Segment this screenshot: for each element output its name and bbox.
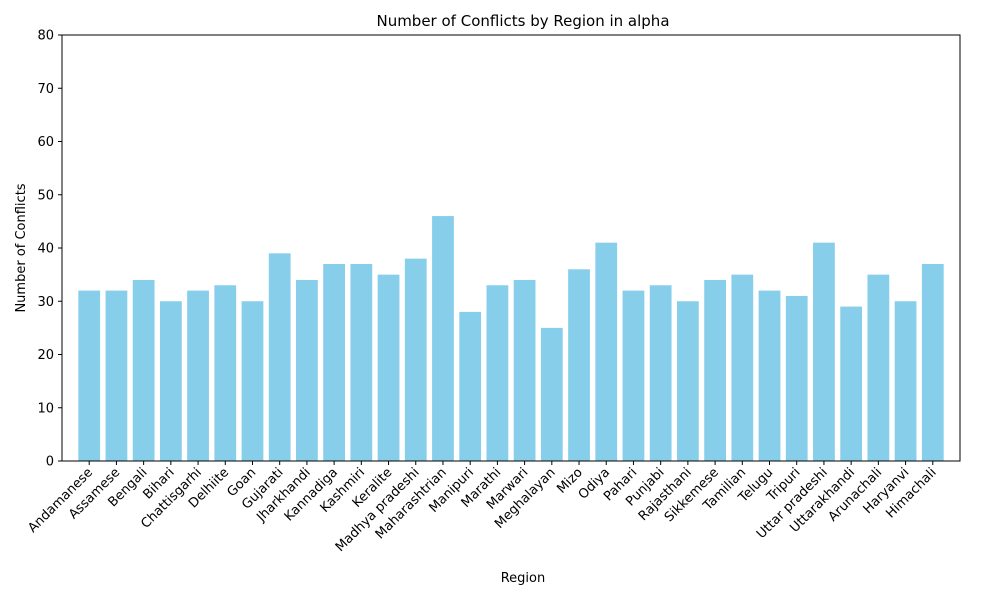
bar-uttarakhandi: [840, 306, 863, 461]
bar-goan: [241, 301, 264, 461]
bar-haryanvi: [894, 301, 917, 461]
bar-meghalayan: [540, 327, 563, 462]
bar-bengali: [132, 279, 155, 461]
bar-chattisgarhi: [187, 290, 209, 461]
bar-madhya-pradeshi: [404, 258, 427, 461]
bar-andamanese: [78, 290, 101, 461]
y-tick-label: 70: [37, 82, 54, 97]
bars-layer: [78, 216, 944, 462]
y-axis: 0 10 20 30 40 50 60 70 80: [37, 29, 62, 470]
bar-marwari: [513, 279, 536, 461]
bar-pahari: [622, 290, 645, 461]
chart-title: Number of Conflicts by Region in alpha: [376, 12, 669, 30]
bar-sikkemese: [704, 279, 726, 461]
y-tick-label: 60: [37, 135, 54, 150]
bar-mizo: [568, 269, 590, 461]
x-axis-label: Region: [501, 571, 546, 586]
bar-punjabi: [649, 285, 672, 461]
bar-kashmiri: [350, 263, 373, 461]
bar-jharkhandi: [296, 279, 318, 461]
bar-marathi: [486, 285, 509, 461]
x-axis: AndamaneseAssameseBengaliBihariChattisga…: [25, 461, 940, 555]
bar-odiya: [595, 242, 618, 461]
y-axis-label: Number of Conflicts: [14, 183, 29, 312]
y-tick-label: 30: [37, 295, 54, 310]
bar-telugu: [758, 290, 781, 461]
bar-tamilian: [731, 274, 754, 462]
bar-maharashtrian: [432, 216, 454, 461]
bar-manipuri: [459, 311, 482, 461]
y-tick-label: 40: [37, 242, 54, 257]
y-tick-label: 50: [37, 188, 54, 203]
y-tick-label: 0: [46, 455, 54, 470]
bar-delhiite: [214, 285, 237, 461]
bar-keralite: [377, 274, 400, 462]
y-tick-label: 10: [37, 401, 54, 416]
plot-frame: [61, 34, 961, 462]
bar-tripuri: [785, 295, 808, 461]
bar-bihari: [159, 301, 182, 461]
y-tick-label: 20: [37, 348, 54, 363]
bar-rajasthani: [676, 301, 699, 461]
bar-kannadiga: [323, 263, 346, 461]
bar-assamese: [105, 290, 128, 461]
bar-himachali: [921, 263, 944, 461]
y-tick-label: 80: [37, 29, 54, 44]
bar-gujarati: [268, 253, 291, 461]
bar-uttar-pradeshi: [813, 242, 835, 461]
bar-arunachali: [867, 274, 890, 462]
